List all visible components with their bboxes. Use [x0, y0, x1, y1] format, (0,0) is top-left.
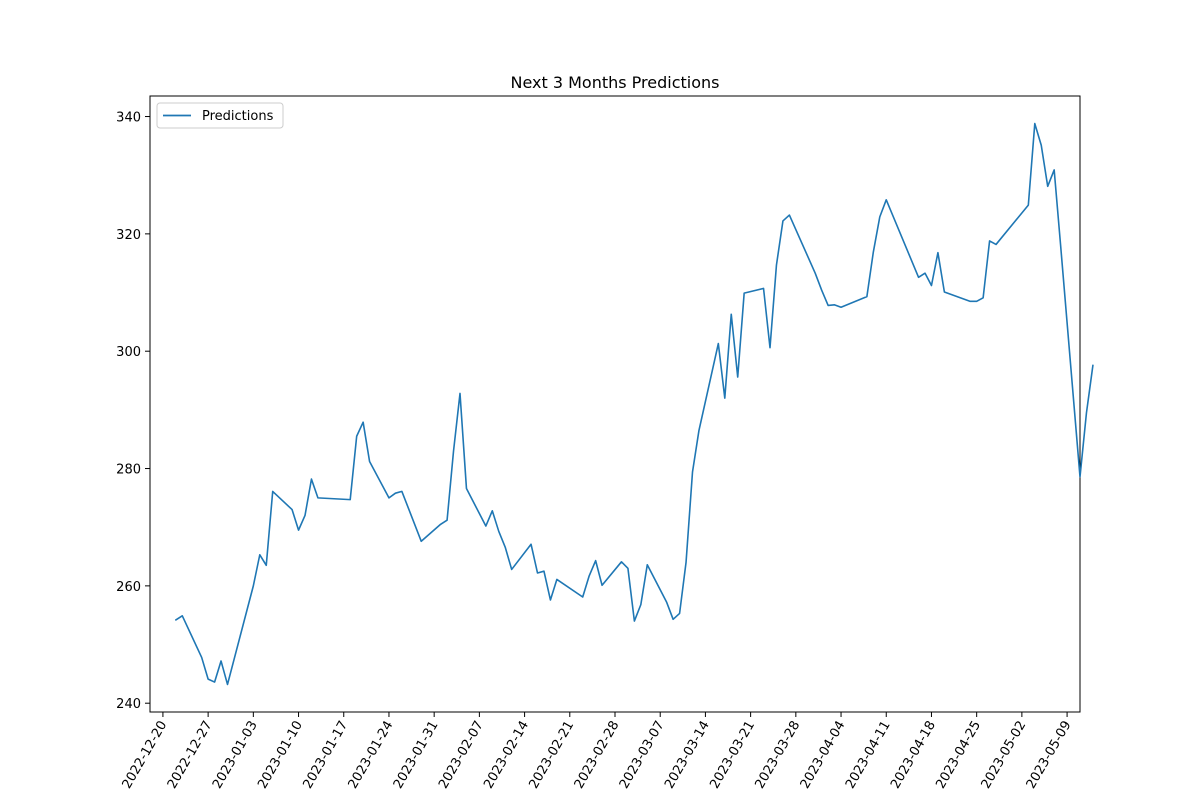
- x-tick-label: 2023-01-17: [300, 719, 351, 792]
- series-line-0: [175, 122, 1094, 686]
- y-tick-label: 280: [116, 463, 141, 478]
- x-tick-label: 2023-03-21: [707, 719, 758, 792]
- x-tick-label: 2022-12-27: [165, 719, 216, 792]
- x-tick-label: 2023-02-28: [572, 719, 623, 792]
- y-tick-label: 320: [116, 228, 141, 243]
- x-tick-label: 2023-04-11: [843, 719, 894, 792]
- legend-frame: [156, 102, 284, 129]
- x-tick-label: 2023-01-31: [391, 719, 442, 792]
- x-tick-label: 2023-04-25: [933, 719, 984, 792]
- x-tick-label: 2023-02-14: [481, 719, 532, 792]
- legend: Predictions: [156, 102, 284, 129]
- y-tick-label: 260: [116, 580, 141, 595]
- legend-label: Predictions: [202, 109, 274, 124]
- x-tick-label: 2023-02-07: [436, 719, 487, 792]
- x-tick-label: 2023-04-04: [798, 719, 849, 792]
- x-tick-label: 2023-04-18: [888, 719, 939, 792]
- y-tick-label: 300: [116, 345, 141, 360]
- x-tick-label: 2023-01-24: [346, 719, 397, 792]
- plot-area: [149, 95, 1081, 713]
- x-tick-label: 2023-03-14: [662, 719, 713, 792]
- series-group: [175, 122, 1094, 686]
- x-tick-label: 2023-05-09: [1024, 719, 1075, 792]
- y-axis: 240 260 280 300 320 340: [116, 111, 150, 712]
- y-tick-label: 340: [116, 111, 141, 126]
- x-tick-label: 2023-03-07: [617, 719, 668, 792]
- x-tick-label: 2023-05-02: [979, 719, 1030, 792]
- x-tick-label: 2023-03-28: [753, 719, 804, 792]
- x-tick-label: 2023-01-10: [255, 719, 306, 792]
- y-tick-label: 240: [116, 697, 141, 712]
- x-axis: 2022-12-202022-12-272023-01-032023-01-10…: [120, 712, 1075, 791]
- plot-frame: [149, 95, 1081, 713]
- x-tick-label: 2023-02-21: [526, 719, 577, 792]
- x-tick-label: 2023-01-03: [210, 719, 261, 792]
- chart-title: Next 3 Months Predictions: [510, 73, 719, 92]
- x-tick-label: 2022-12-20: [120, 719, 171, 792]
